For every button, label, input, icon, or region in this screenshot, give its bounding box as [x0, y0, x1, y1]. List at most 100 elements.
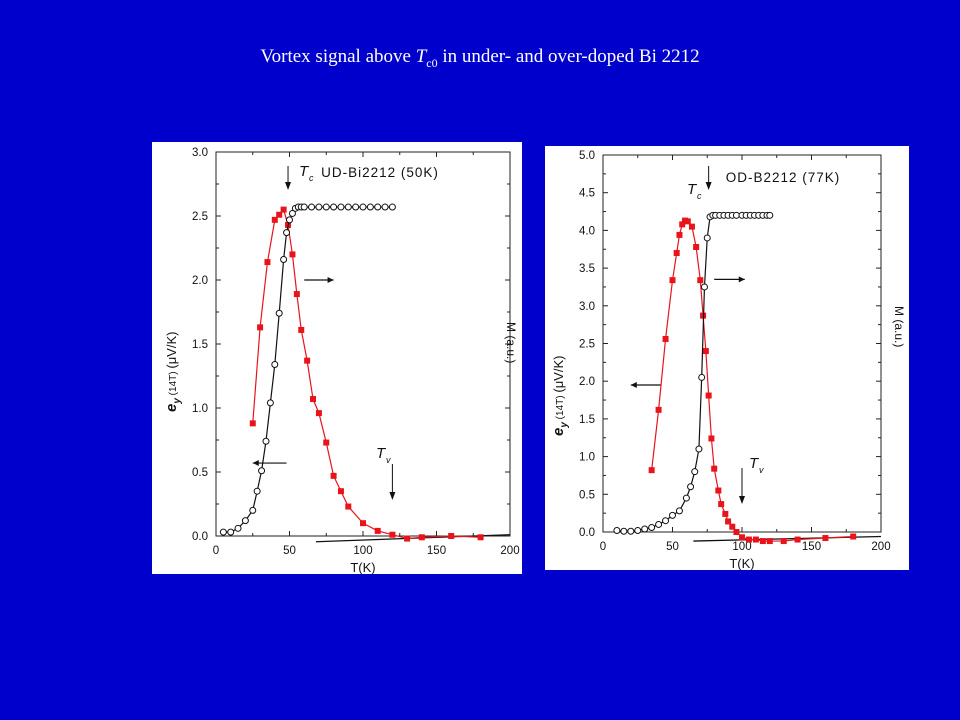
pointer-arrow-head	[738, 276, 745, 283]
y-axis-label: ey (14T) (μV/K)	[163, 332, 183, 412]
data-point-magnetization	[271, 360, 279, 368]
data-point-ey	[684, 218, 691, 225]
title-text: Vortex signal above	[260, 46, 416, 67]
data-point-magnetization	[288, 209, 296, 217]
data-point-ey	[676, 231, 683, 238]
data-point-magnetization	[275, 309, 283, 317]
data-point-ey	[648, 467, 655, 474]
x-tick-label: 0	[600, 541, 606, 553]
data-point-ey	[655, 406, 662, 413]
data-point-magnetization	[662, 517, 670, 525]
tv-arrow-head	[389, 492, 396, 500]
data-point-magnetization	[698, 373, 706, 381]
data-point-ey	[298, 326, 305, 333]
data-point-ey	[310, 396, 317, 403]
data-point-ey	[257, 324, 264, 331]
y-tick-label: 4.0	[579, 225, 595, 237]
chart-overdoped: 0.0 0.5 1.0 1.5 2.0 2.5 3.0 3.5 4.0 4.5 5.0 0 50 100 1…	[550, 150, 906, 571]
data-point-magnetization	[648, 523, 656, 531]
title-subscript: c0	[426, 55, 438, 70]
y-tick-label: 0.0	[579, 527, 595, 539]
y-tick-label: 3.0	[579, 301, 595, 313]
data-point-magnetization	[280, 256, 288, 264]
data-point-ey	[404, 535, 411, 542]
pointer-arrow-head	[252, 460, 259, 467]
data-point-magnetization	[655, 520, 663, 528]
chart-panel-underdoped: 0.0 0.5 1.0 1.5 2.0 2.5 3.0 0 50 100 150 200 UD-Bi22…	[152, 142, 522, 575]
data-point-magnetization	[359, 203, 367, 211]
data-point-ey	[729, 523, 736, 530]
x-tick-label: 150	[802, 541, 821, 553]
tc-arrow-head	[705, 182, 712, 190]
y-tick-label: 5.0	[579, 150, 595, 162]
y-tick-label: 1.0	[192, 403, 208, 415]
data-point-ey	[337, 488, 344, 495]
data-point-magnetization	[337, 203, 345, 211]
data-point-ey	[708, 435, 715, 442]
tv-arrow-head	[739, 496, 745, 504]
y-tick-label: 1.0	[579, 452, 595, 464]
data-point-magnetization	[634, 526, 642, 534]
data-point-ey	[718, 501, 725, 508]
tc-label-sub: c	[309, 173, 314, 183]
data-point-ey	[711, 465, 718, 472]
data-point-magnetization	[766, 211, 774, 219]
data-point-magnetization	[695, 445, 703, 453]
data-point-magnetization	[381, 203, 389, 211]
x-tick-label: 100	[353, 545, 372, 557]
y-tick-label: 0.0	[192, 531, 208, 543]
data-point-ey	[673, 250, 680, 257]
chart-panel-overdoped: 0.0 0.5 1.0 1.5 2.0 2.5 3.0 3.5 4.0 4.5 5.0 0 50 100 1…	[545, 146, 909, 571]
data-point-magnetization	[300, 203, 308, 211]
data-point-magnetization	[283, 229, 291, 237]
data-point-ey	[725, 518, 732, 525]
data-point-magnetization	[330, 203, 338, 211]
data-point-ey	[662, 335, 669, 342]
data-point-magnetization	[227, 528, 235, 536]
data-point-magnetization	[352, 203, 360, 211]
data-point-ey	[715, 487, 722, 494]
data-point-ey	[448, 533, 455, 539]
data-point-magnetization	[700, 283, 708, 291]
data-point-ey	[794, 536, 801, 543]
data-point-ey	[264, 259, 271, 266]
y-tick-label: 1.5	[192, 339, 208, 351]
data-point-magnetization	[682, 494, 690, 502]
y-tick-label: 4.5	[579, 188, 595, 200]
tc-label-sub: c	[697, 191, 702, 201]
tc-arrow-head	[285, 182, 292, 190]
x-axis-label: T(K)	[350, 560, 375, 575]
y-tick-label: 2.0	[192, 275, 208, 287]
data-point-ey	[374, 527, 381, 534]
data-point-ey	[688, 223, 695, 230]
x-tick-label: 50	[666, 541, 679, 553]
data-point-ey	[418, 534, 425, 541]
data-point-magnetization	[219, 528, 227, 536]
data-point-magnetization	[675, 507, 683, 515]
series-line-ey	[651, 219, 854, 542]
y-tick-label: 2.0	[579, 376, 595, 388]
data-point-magnetization	[344, 203, 352, 211]
data-point-magnetization	[322, 203, 330, 211]
data-point-magnetization	[627, 527, 635, 535]
data-point-ey	[822, 535, 829, 542]
data-point-ey	[304, 357, 311, 364]
title-symbol: T	[415, 46, 427, 67]
y-tick-label: 0.5	[192, 467, 208, 479]
y2-axis-label: M (a.u.)	[892, 306, 906, 347]
tv-label-sub: v	[759, 465, 764, 475]
data-point-ey	[759, 538, 766, 545]
data-point-magnetization	[691, 468, 699, 476]
data-point-magnetization	[234, 524, 242, 532]
data-point-ey	[389, 531, 396, 538]
x-tick-label: 200	[500, 545, 519, 557]
data-point-magnetization	[266, 399, 274, 407]
data-point-ey	[752, 536, 759, 543]
y-tick-label: 3.5	[579, 263, 595, 275]
data-point-magnetization	[388, 203, 396, 211]
data-point-ey	[477, 534, 484, 541]
data-point-magnetization	[669, 511, 676, 519]
data-point-ey	[276, 211, 283, 218]
data-point-ey	[697, 277, 704, 284]
data-point-ey	[850, 533, 857, 540]
